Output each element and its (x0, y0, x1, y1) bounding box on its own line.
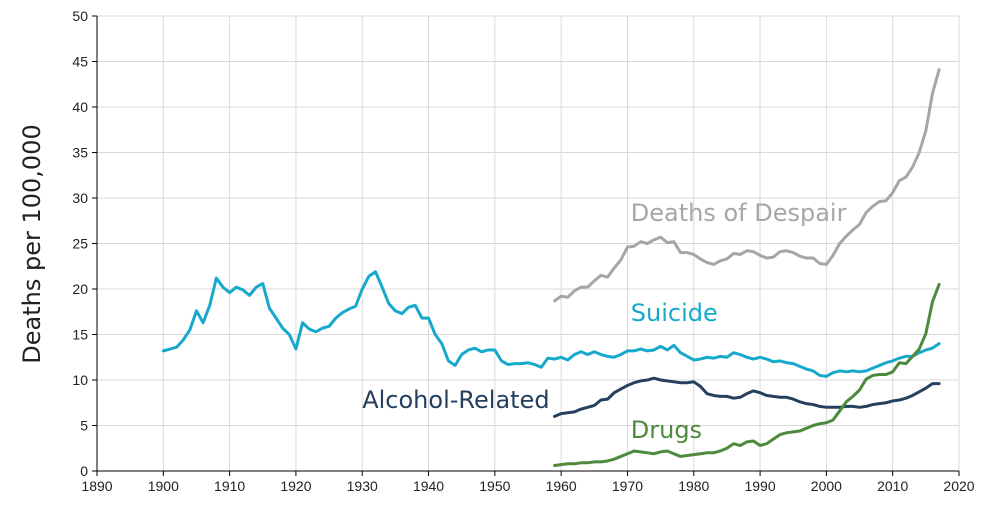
series-labels: Deaths of Despair Suicide Alcohol-Related D… (362, 199, 846, 444)
y-tick-label: 45 (72, 54, 88, 70)
y-tick-label: 30 (72, 190, 88, 206)
y-axis-title: Deaths per 100,000 (18, 124, 46, 363)
tick-labels: 1890 1900 1910 1920 1930 1940 1950 1960 1970 1980… (72, 8, 974, 494)
alcohol-related-line (553, 376, 941, 418)
x-tick-label: 1910 (214, 478, 245, 494)
x-tick-label: 2000 (811, 478, 842, 494)
deaths-of-despair-line (553, 68, 941, 303)
suicide-line (161, 270, 941, 378)
y-tick-label: 20 (72, 281, 88, 297)
x-tick-label: 1980 (678, 478, 709, 494)
x-tick-label: 1960 (546, 478, 577, 494)
x-tick-label: 1900 (148, 478, 179, 494)
y-tick-label: 50 (72, 8, 88, 24)
x-tick-label: 1990 (744, 478, 775, 494)
x-tick-label: 1950 (479, 478, 510, 494)
series-lines (161, 68, 941, 468)
x-tick-label: 1930 (347, 478, 378, 494)
x-tick-label: 2010 (877, 478, 908, 494)
y-tick-label: 5 (80, 418, 88, 434)
grid (96, 15, 960, 472)
deaths-of-despair-label: Deaths of Despair (631, 199, 847, 227)
x-tick-label: 1940 (413, 478, 444, 494)
x-tick-label: 1970 (612, 478, 643, 494)
axes (92, 15, 960, 476)
drugs-label: Drugs (631, 416, 702, 444)
suicide-label: Suicide (631, 299, 718, 327)
drugs-line (553, 282, 941, 468)
y-tick-label: 25 (72, 236, 88, 252)
y-tick-label: 35 (72, 145, 88, 161)
x-tick-label: 2020 (943, 478, 974, 494)
alcohol-related-label: Alcohol-Related (362, 386, 549, 414)
x-tick-label: 1920 (280, 478, 311, 494)
y-tick-label: 40 (72, 99, 88, 115)
y-tick-label: 15 (72, 327, 88, 343)
y-tick-label: 0 (80, 463, 88, 479)
x-tick-label: 1890 (81, 478, 112, 494)
y-tick-label: 10 (72, 372, 88, 388)
